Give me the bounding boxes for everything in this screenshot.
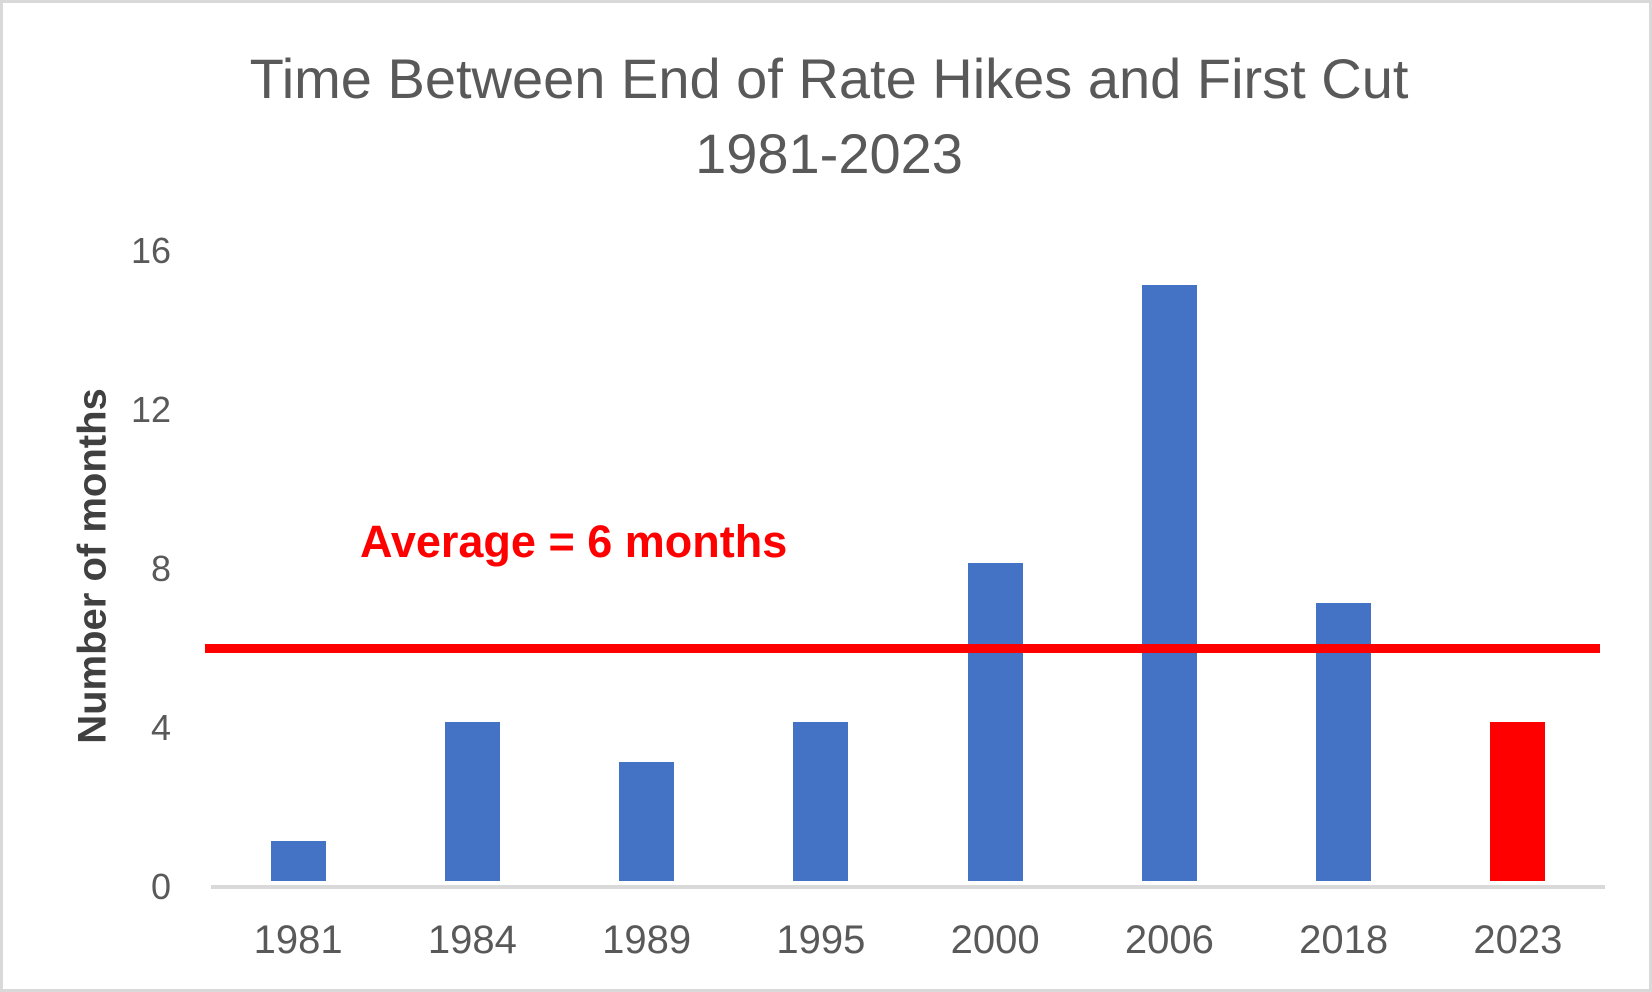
chart-title-line-1: Time Between End of Rate Hikes and First… xyxy=(249,47,1409,110)
bar-1981 xyxy=(270,841,326,881)
bar-2023 xyxy=(1490,722,1546,881)
x-tick-label-2006: 2006 xyxy=(1124,918,1214,962)
y-tick-label-16: 16 xyxy=(130,230,171,271)
x-tick-label-2023: 2023 xyxy=(1473,918,1563,962)
y-tick-label-8: 8 xyxy=(150,548,171,589)
bar-1995 xyxy=(793,722,849,881)
x-tick-label-1981: 1981 xyxy=(253,918,343,962)
average-annotation-label: Average = 6 months xyxy=(360,516,788,567)
y-tick-label-0: 0 xyxy=(150,866,171,907)
bar-2000 xyxy=(967,563,1023,881)
bar-2006 xyxy=(1141,284,1197,881)
x-tick-label-2018: 2018 xyxy=(1299,918,1389,962)
x-tick-label-1995: 1995 xyxy=(776,918,866,962)
average-reference-line xyxy=(205,644,1600,653)
x-axis-line xyxy=(211,885,1605,889)
x-tick-label-1989: 1989 xyxy=(602,918,692,962)
bar-1984 xyxy=(444,722,500,881)
y-tick-label-12: 12 xyxy=(130,389,171,430)
y-tick-label-4: 4 xyxy=(150,707,171,748)
bar-1989 xyxy=(619,761,675,881)
x-tick-label-2000: 2000 xyxy=(950,918,1040,962)
x-tick-label-1984: 1984 xyxy=(427,918,517,962)
chart-title-line-2: 1981-2023 xyxy=(695,122,963,185)
